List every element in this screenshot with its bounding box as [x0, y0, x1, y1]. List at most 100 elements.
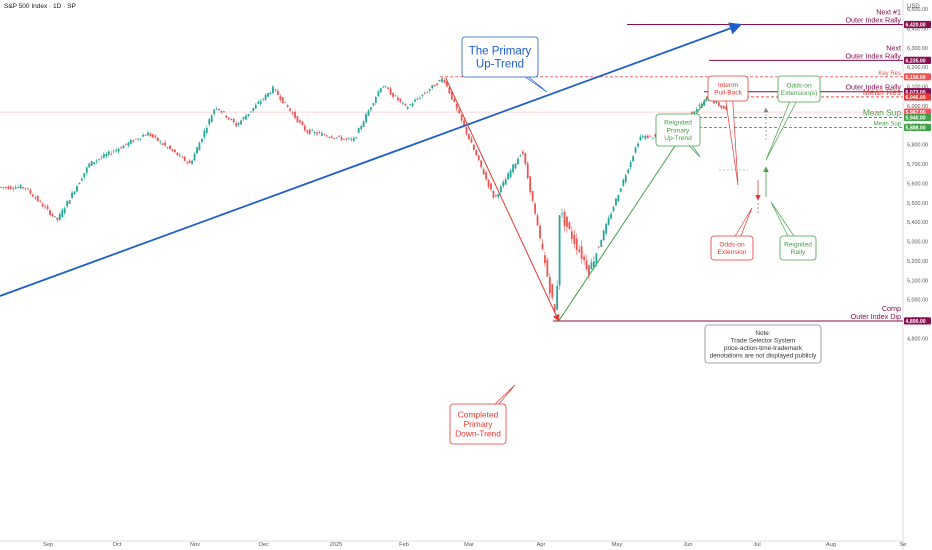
- candle-body: [470, 138, 473, 143]
- candle-body: [585, 260, 588, 270]
- candle-body: [44, 206, 46, 208]
- candle-body: [9, 186, 12, 189]
- candle-body: [423, 92, 426, 94]
- candles: [0, 77, 732, 313]
- candle-body: [605, 223, 608, 234]
- candle-body: [646, 135, 649, 139]
- level-price-tag: [904, 317, 931, 325]
- candle-body: [401, 102, 404, 104]
- candle-body: [524, 153, 527, 165]
- candle-body: [421, 94, 424, 96]
- candle-body: [590, 262, 593, 270]
- annotation-text: Interim Pull-Back: [714, 82, 743, 97]
- candle-body: [382, 86, 385, 88]
- candle-body: [159, 141, 162, 143]
- candle-body: [174, 149, 176, 153]
- candle-body: [73, 191, 76, 195]
- candle-body: [588, 265, 590, 276]
- candle-body: [58, 213, 61, 220]
- candle-body: [654, 134, 657, 137]
- candle-body: [350, 139, 353, 141]
- candle-body: [624, 175, 627, 182]
- candle-body: [31, 194, 34, 197]
- candle-body: [394, 95, 397, 97]
- candle-body: [325, 135, 328, 137]
- candle-body: [570, 231, 573, 239]
- candle-body: [137, 138, 140, 140]
- candle-body: [698, 104, 701, 106]
- candle-body: [100, 157, 103, 159]
- candle-body: [230, 119, 233, 120]
- candle-body: [458, 109, 461, 114]
- candle-body: [156, 137, 159, 142]
- candle-body: [191, 160, 193, 164]
- level-price-tag: [904, 20, 931, 29]
- candle-body: [274, 89, 277, 91]
- candle-body: [245, 115, 247, 120]
- candle-body: [186, 162, 189, 163]
- candle-body: [227, 117, 230, 120]
- candle-body: [316, 132, 318, 135]
- level-label: Comp Outer Index Dip: [851, 304, 901, 321]
- candle-body: [632, 156, 634, 162]
- candle-body: [475, 150, 478, 156]
- candle-body: [303, 125, 306, 131]
- candle-body: [36, 195, 39, 202]
- candle-body: [526, 163, 529, 179]
- candle-body: [193, 153, 196, 161]
- primary-up-trend-line: [0, 22, 743, 297]
- candle-body: [644, 135, 647, 139]
- candle-body: [580, 246, 583, 259]
- candle-body: [54, 216, 56, 217]
- candle-body: [252, 107, 255, 111]
- level-price-tag: [904, 108, 931, 116]
- candle-body: [600, 240, 603, 247]
- candle-body: [272, 86, 274, 94]
- candle-body: [345, 138, 348, 140]
- candle-body: [617, 195, 620, 202]
- candle-body: [308, 129, 311, 135]
- candle-body: [703, 100, 706, 106]
- x-tick-label: Apr: [537, 542, 546, 548]
- candle-body: [56, 217, 59, 220]
- annotation-text: Reignited Rally: [784, 242, 812, 257]
- candle-body: [257, 102, 260, 104]
- candle-body: [610, 213, 612, 219]
- annotation-text: Reignited Primary Up-Trend: [664, 120, 692, 142]
- level-price-tag-text: 5,888.00: [906, 126, 926, 132]
- y-tick-label: 5,100.00: [907, 278, 928, 284]
- candle-body: [333, 138, 336, 139]
- candle-body: [433, 84, 436, 87]
- candle-body: [299, 120, 301, 123]
- candle-body: [715, 101, 718, 104]
- candle-body: [597, 246, 600, 248]
- y-tick-label: 5,200.00: [907, 259, 928, 265]
- candle-body: [372, 103, 375, 106]
- candle-body: [713, 99, 715, 104]
- candle-body: [220, 111, 223, 113]
- candle-body: [695, 108, 698, 112]
- candle-body: [502, 181, 505, 187]
- candle-body: [370, 107, 372, 110]
- candle-body: [289, 108, 291, 111]
- candle-body: [492, 190, 495, 198]
- candle-body: [254, 104, 257, 109]
- candle-body: [499, 186, 502, 193]
- x-tick-label: Oct: [113, 542, 122, 548]
- candle-body: [472, 144, 475, 151]
- candle-body: [269, 92, 272, 95]
- candle-body: [235, 123, 238, 127]
- candle-body: [619, 188, 622, 192]
- candle-body: [328, 136, 331, 138]
- candle-body: [426, 91, 429, 93]
- level-label: Next #1 Outer Index Rally: [845, 8, 901, 25]
- candle-body: [306, 130, 309, 133]
- candle-body: [553, 304, 556, 312]
- y-tick-label: 5,000.00: [907, 298, 928, 304]
- candle-body: [639, 136, 642, 141]
- candle-body: [115, 149, 118, 151]
- candle-body: [431, 85, 434, 88]
- candle-body: [105, 153, 108, 157]
- candle-body: [201, 138, 203, 143]
